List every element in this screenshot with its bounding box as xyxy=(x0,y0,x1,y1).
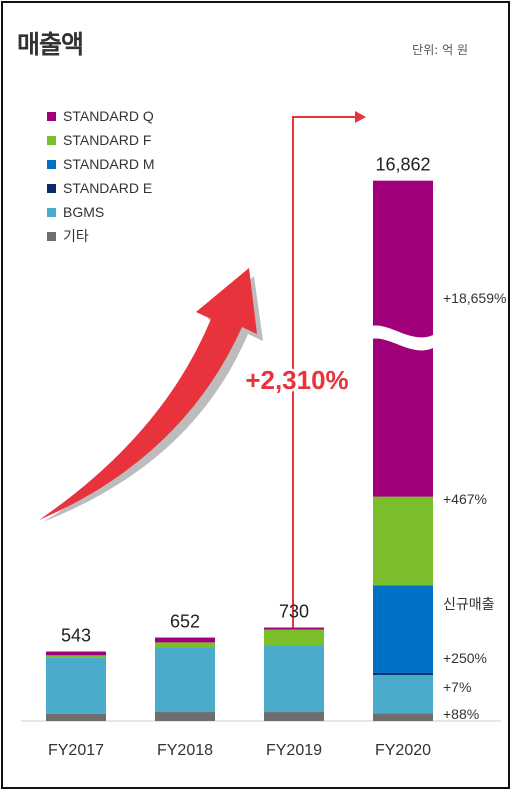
bar-segment-fy2020-standard-f xyxy=(373,497,433,586)
category-label-fy2018: FY2018 xyxy=(157,742,213,759)
bar-segment-fy2018-other xyxy=(155,712,215,721)
fy2020-annotation-4: +7% xyxy=(443,679,471,695)
legend-swatch-standard-q xyxy=(47,112,56,121)
category-label-fy2019: FY2019 xyxy=(266,742,322,759)
bar-segment-fy2020-bgms xyxy=(373,675,433,713)
legend-label-other: 기타 xyxy=(63,228,89,244)
fy2020-annotation-0: +18,659% xyxy=(443,290,506,306)
bar-segment-fy2017-standard-q xyxy=(46,651,106,655)
growth-label: +2,310% xyxy=(245,365,348,395)
bar-segment-fy2020-standard-e xyxy=(373,673,433,675)
fy2020-annotation-5: +88% xyxy=(443,706,479,722)
bar-segment-fy2020-standard-m xyxy=(373,585,433,673)
legend-swatch-standard-m xyxy=(47,160,56,169)
bar-segment-fy2018-standard-f xyxy=(155,642,215,647)
bar-segment-fy2018-standard-q xyxy=(155,638,215,643)
growth-arrow-body xyxy=(39,268,257,520)
legend-swatch-other xyxy=(47,232,56,241)
total-label-fy2017: 543 xyxy=(61,625,91,645)
fy2020-annotation-1: +467% xyxy=(443,491,487,507)
bar-segment-fy2019-other xyxy=(264,712,324,721)
legend-label-standard-e: STANDARD E xyxy=(63,180,152,196)
chart-frame: 매출액 단위: 억 원 +2,310% STANDARD Q STANDARD F… xyxy=(1,1,510,789)
legend-swatch-bgms xyxy=(47,208,56,217)
legend-label-standard-q: STANDARD Q xyxy=(63,108,154,124)
legend-swatch-standard-f xyxy=(47,136,56,145)
bars xyxy=(46,181,433,721)
total-label-fy2019: 730 xyxy=(279,602,309,622)
bar-segment-fy2018-bgms xyxy=(155,648,215,713)
bar-segment-fy2019-bgms xyxy=(264,645,324,712)
total-label-fy2020: 16,862 xyxy=(375,155,430,175)
growth-arrow xyxy=(39,268,263,522)
legend-label-bgms: BGMS xyxy=(63,204,104,220)
fy2020-segment-labels: +18,659% +467% 신규매출 +250% +7% +88% xyxy=(443,290,506,722)
chart-legend: STANDARD Q STANDARD F STANDARD M STANDARD E… xyxy=(47,108,155,244)
legend-label-standard-m: STANDARD M xyxy=(63,156,155,172)
legend-swatch-standard-e xyxy=(47,184,56,193)
bar-segment-fy2017-other xyxy=(46,714,106,721)
category-label-fy2017: FY2017 xyxy=(48,742,104,759)
category-labels: FY2017 FY2018 FY2019 FY2020 xyxy=(48,742,431,759)
bar-segment-fy2019-standard-f xyxy=(264,629,324,645)
bar-segment-fy2020-other xyxy=(373,713,433,721)
fy2020-annotation-2: 신규매출 xyxy=(443,597,495,613)
legend-label-standard-f: STANDARD F xyxy=(63,132,151,148)
growth-connector-arrowhead xyxy=(355,111,366,123)
fy2020-annotation-3: +250% xyxy=(443,650,487,666)
bar-segment-fy2017-standard-f xyxy=(46,655,106,658)
bar-segment-fy2019-standard-q xyxy=(264,628,324,630)
total-label-fy2018: 652 xyxy=(170,612,200,632)
bar-segment-fy2017-bgms xyxy=(46,658,106,714)
category-label-fy2020: FY2020 xyxy=(375,742,431,759)
